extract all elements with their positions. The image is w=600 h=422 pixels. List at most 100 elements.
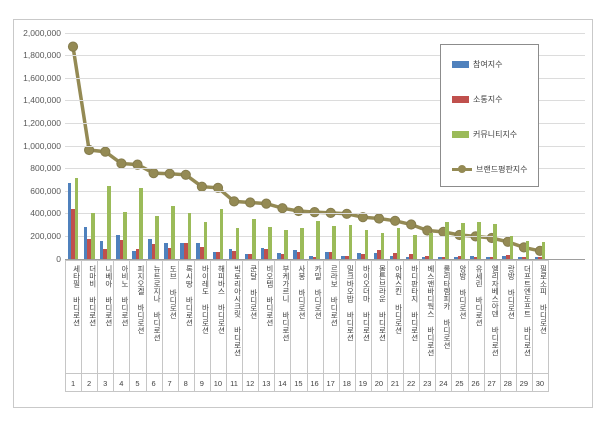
community-bar xyxy=(235,227,240,259)
category-label: 롤리타렘피카 바디로션 xyxy=(442,265,451,349)
category-label: 아워스킨 바디로션 xyxy=(394,265,403,334)
legend-item: 커뮤니티지수 xyxy=(452,128,517,140)
category-label: 사봉 바디로션 xyxy=(297,265,306,319)
category-label: 비오템 바디로션 xyxy=(265,265,274,327)
legend-item: 소통지수 xyxy=(452,93,502,105)
category-separator xyxy=(113,260,115,392)
participation-bar xyxy=(486,257,490,259)
rank-label: 1 xyxy=(70,379,76,388)
participation-bar xyxy=(341,256,345,259)
rank-label: 6 xyxy=(151,379,156,388)
community-bar xyxy=(203,221,208,259)
participation-bar xyxy=(180,242,184,259)
community-bar xyxy=(74,177,79,259)
community-bar xyxy=(123,211,127,259)
category-separator xyxy=(370,260,372,392)
rank-label: 27 xyxy=(487,379,496,388)
rank-label: 10 xyxy=(213,379,223,388)
gridline xyxy=(65,145,585,147)
rank-label: 4 xyxy=(119,379,124,388)
participation-bar xyxy=(212,252,217,259)
communication-bar xyxy=(151,244,156,259)
participation-bar xyxy=(132,251,136,259)
category-label: 랑방 바디로션 xyxy=(506,265,515,319)
communication-bar xyxy=(71,209,75,259)
participation-bar xyxy=(196,243,201,259)
rank-label: 30 xyxy=(535,379,545,388)
y-axis-tick-label: 0 xyxy=(56,253,61,264)
category-separator xyxy=(161,260,163,392)
legend-label: 커뮤니티지수 xyxy=(473,129,518,139)
participation-bar xyxy=(83,227,88,259)
category-label: 바이오더마 바디로션 xyxy=(361,265,370,342)
category-separator xyxy=(129,260,131,392)
category-label: 부케가르니 바디로션 xyxy=(281,265,290,342)
y-axis-tick-label: 1,400,000 xyxy=(23,95,61,106)
community-bar xyxy=(541,242,546,259)
communication-bar xyxy=(377,249,381,259)
participation-bar xyxy=(470,256,474,259)
communication-bar xyxy=(248,254,252,259)
communication-bar xyxy=(425,256,430,259)
participation-bar xyxy=(260,248,265,259)
category-separator xyxy=(515,260,517,392)
community-bar xyxy=(509,236,514,259)
category-label: 바디판타지 바디로션 xyxy=(410,265,419,342)
category-label: 엘리자베스아덴 바디로션 xyxy=(490,265,499,357)
community-bar xyxy=(268,227,272,259)
rank-label: 9 xyxy=(199,379,204,388)
category-separator xyxy=(499,260,501,392)
community-bar xyxy=(445,221,449,259)
gridline xyxy=(65,168,585,170)
participation-bar xyxy=(228,248,233,259)
rank-label: 2 xyxy=(87,379,92,388)
rank-label: 11 xyxy=(230,379,238,388)
category-separator xyxy=(338,260,340,392)
rank-label: 21 xyxy=(390,379,400,388)
communication-bar xyxy=(296,252,301,259)
communication-bar xyxy=(441,256,446,259)
rank-label: 14 xyxy=(278,379,287,388)
category-label: 베스앤바디웍스 바디로션 xyxy=(426,265,435,357)
communication-bar xyxy=(344,256,349,259)
participation-bar xyxy=(405,257,410,259)
category-separator xyxy=(483,260,485,392)
participation-bar xyxy=(164,243,168,259)
category-separator xyxy=(177,260,179,392)
category-label: 앙방 바디로션 xyxy=(458,265,467,319)
category-label: 더마비 바디로션 xyxy=(88,265,97,327)
rank-label: 8 xyxy=(183,379,188,388)
legend-bar-swatch-icon xyxy=(452,60,469,68)
communication-bar xyxy=(328,252,333,259)
rank-label: 23 xyxy=(423,379,432,388)
category-separator xyxy=(97,260,99,392)
legend-line-marker-icon xyxy=(452,164,472,174)
communication-bar xyxy=(264,248,269,259)
y-axis-tick-label: 1,200,000 xyxy=(23,117,61,128)
communication-bar xyxy=(216,252,220,259)
category-separator xyxy=(145,260,147,392)
community-bar xyxy=(90,212,95,259)
community-bar xyxy=(139,187,143,259)
rank-label: 20 xyxy=(374,379,384,388)
category-label: 유세린 바디로션 xyxy=(474,265,483,327)
communication-bar xyxy=(232,250,236,259)
participation-bar xyxy=(357,252,362,259)
legend: 참여지수 소통지수 커뮤니티지수 브랜드평판지수 xyxy=(440,44,539,187)
rank-label: 16 xyxy=(310,379,319,388)
community-bar xyxy=(396,228,401,259)
community-bar xyxy=(477,221,481,259)
category-separator xyxy=(451,260,453,392)
communication-bar xyxy=(119,239,124,259)
category-separator xyxy=(531,260,533,392)
legend-line-dot xyxy=(458,164,466,173)
category-separator xyxy=(226,260,227,392)
gridline xyxy=(65,235,585,237)
y-axis-tick-label: 800,000 xyxy=(30,163,61,174)
category-label: 바이레도 바디로션 xyxy=(200,265,209,334)
community-bar xyxy=(300,228,304,259)
gridline xyxy=(65,122,585,124)
category-label: 해피바스 바디로션 xyxy=(216,265,225,334)
legend-label: 소통지수 xyxy=(473,94,503,104)
community-bar xyxy=(429,233,433,259)
